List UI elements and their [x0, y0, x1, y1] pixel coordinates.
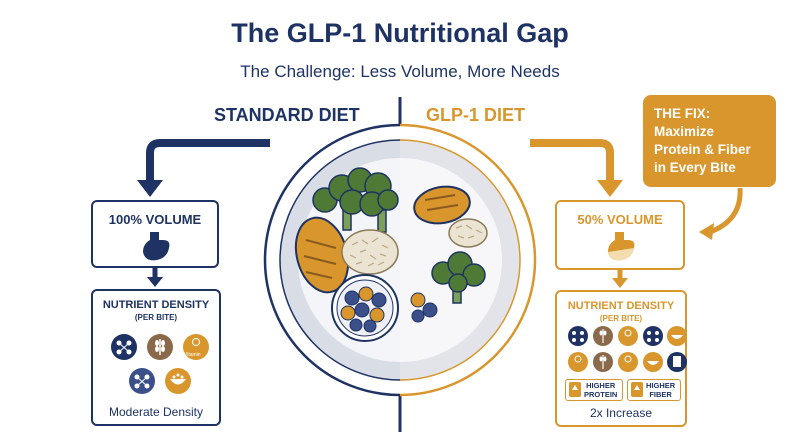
glp1-connector-head — [612, 278, 628, 288]
molecule-icon — [129, 368, 155, 394]
higher-fiber-badge: HIGHER FIBER — [627, 379, 681, 401]
glp1-stomach-icon — [608, 232, 635, 261]
fix-arrow-head — [699, 223, 714, 240]
standard-density-box: NUTRIENT DENSITY (PER BITE) — [91, 289, 221, 426]
vitamin-icon — [618, 352, 638, 372]
molecule-icon — [111, 334, 137, 360]
fix-line-4: in Every Bite — [654, 160, 736, 175]
grain-icon — [593, 326, 613, 346]
molecule-icon — [643, 326, 663, 346]
glp1-footer: 2x Increase — [589, 406, 653, 420]
standard-connector-head — [147, 277, 163, 287]
vitamin-label: Vitamin — [184, 352, 201, 358]
bowl-icon — [165, 368, 191, 394]
glp1-broccoli-icon — [431, 251, 486, 304]
up-arrow-icon — [569, 382, 581, 397]
fix-arrow — [709, 187, 743, 235]
fix-callout: THE FIX: Maximize Protein & Fiber in Eve… — [643, 95, 776, 187]
grain-icon — [593, 352, 613, 372]
glp1-volume-box: 50% VOLUME — [555, 200, 685, 270]
page-subtitle: The Challenge: Less Volume, More Needs — [240, 62, 560, 81]
stomach-icon — [143, 232, 170, 261]
fix-line-1: THE FIX: — [654, 106, 711, 121]
glp1-chicken-icon — [413, 185, 471, 225]
standard-arrow — [146, 139, 270, 185]
vitamin-icon — [568, 352, 588, 372]
berry-bowl-icon — [331, 274, 399, 342]
standard-density-title: NUTRIENT DENSITY — [102, 299, 210, 311]
standard-volume-label: 100% VOLUME — [108, 212, 202, 227]
glp1-density-box: NUTRIENT DENSITY (PER BITE) — [555, 290, 687, 427]
broccoli-icon — [312, 167, 399, 233]
standard-volume-box: 100% VOLUME — [91, 200, 219, 268]
standard-footer: Moderate Density — [108, 405, 204, 419]
glp1-density-title: NUTRIENT DENSITY — [567, 300, 675, 312]
standard-density-sub: (PER BITE) — [134, 313, 178, 322]
glp1-density-sub: (PER BITE) — [599, 314, 643, 323]
drink-icon — [667, 352, 687, 372]
standard-arrow-head — [137, 180, 163, 197]
rice-icon — [341, 229, 399, 275]
up-arrow-icon — [631, 382, 643, 397]
fix-line-3: Protein & Fiber — [654, 142, 751, 157]
molecule-icon — [568, 326, 588, 346]
bowl-icon — [643, 352, 663, 372]
glp1-berries-icon — [410, 292, 438, 323]
grain-icon — [147, 334, 173, 360]
higher-protein-badge: HIGHER PROTEIN — [565, 379, 623, 401]
glp1-arrow — [530, 139, 614, 185]
vitamin-icon — [183, 334, 209, 360]
vitamin-icon — [618, 326, 638, 346]
standard-diet-heading: STANDARD DIET — [214, 105, 360, 125]
glp1-rice-icon — [448, 218, 488, 248]
bowl-icon — [667, 326, 687, 346]
glp1-arrow-head — [597, 180, 623, 197]
page-title: The GLP-1 Nutritional Gap — [231, 18, 569, 48]
glp1-volume-label: 50% VOLUME — [577, 212, 663, 227]
fix-line-2: Maximize — [654, 124, 715, 139]
glp1-diet-heading: GLP-1 DIET — [426, 105, 526, 125]
